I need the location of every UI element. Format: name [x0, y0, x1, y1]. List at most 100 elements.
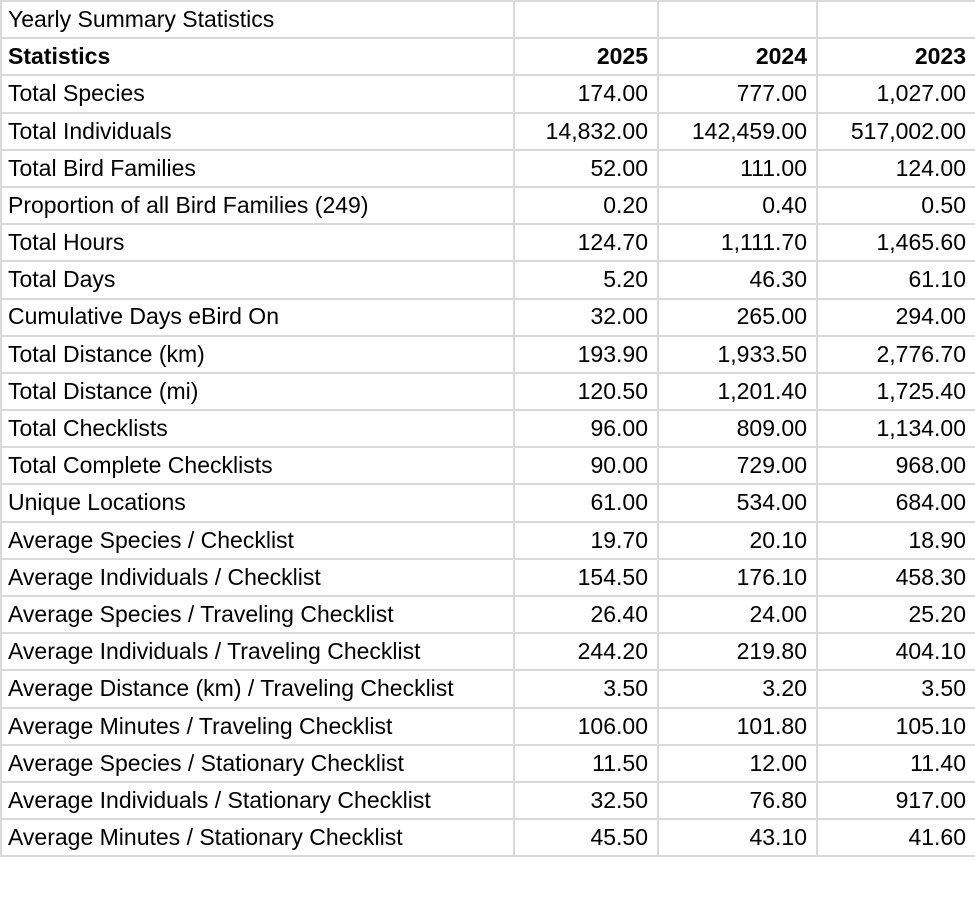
row-value-cell[interactable]: 684.00	[816, 483, 975, 523]
row-value-cell[interactable]: 43.10	[657, 818, 818, 858]
row-value-cell[interactable]: 120.50	[513, 371, 659, 412]
row-value-cell[interactable]: 32.50	[513, 780, 659, 821]
row-value-cell[interactable]: 193.90	[513, 334, 659, 374]
empty-cell[interactable]	[513, 0, 659, 40]
empty-cell[interactable]	[657, 0, 818, 40]
row-value-cell[interactable]: 26.40	[513, 594, 659, 635]
row-value-cell[interactable]: 18.90	[816, 520, 975, 560]
row-label-cell[interactable]: Total Distance (km)	[0, 334, 515, 374]
row-value-cell[interactable]: 14,832.00	[513, 111, 659, 151]
table-row: Average Species / Stationary Checklist 1…	[0, 743, 975, 783]
row-label-cell[interactable]: Average Distance (km) / Traveling Checkl…	[0, 669, 515, 709]
row-label-cell[interactable]: Average Species / Traveling Checklist	[0, 594, 515, 635]
row-label-cell[interactable]: Average Individuals / Checklist	[0, 557, 515, 598]
row-value-cell[interactable]: 3.20	[657, 669, 818, 709]
row-value-cell[interactable]: 124.70	[513, 223, 659, 263]
row-value-cell[interactable]: 12.00	[657, 743, 818, 783]
table-row: Average Minutes / Stationary Checklist 4…	[0, 818, 975, 858]
empty-cell[interactable]	[816, 0, 975, 40]
row-value-cell[interactable]: 265.00	[657, 297, 818, 337]
row-label-cell[interactable]: Average Individuals / Traveling Checklis…	[0, 632, 515, 672]
row-value-cell[interactable]: 809.00	[657, 409, 818, 449]
row-value-cell[interactable]: 917.00	[816, 780, 975, 821]
table-row: Total Species 174.00 777.00 1,027.00	[0, 74, 975, 114]
row-value-cell[interactable]: 0.50	[816, 185, 975, 226]
row-value-cell[interactable]: 32.00	[513, 297, 659, 337]
row-value-cell[interactable]: 2,776.70	[816, 334, 975, 374]
row-value-cell[interactable]: 729.00	[657, 446, 818, 486]
row-label-cell[interactable]: Average Species / Stationary Checklist	[0, 743, 515, 783]
row-value-cell[interactable]: 1,201.40	[657, 371, 818, 412]
row-value-cell[interactable]: 101.80	[657, 706, 818, 746]
row-label-cell[interactable]: Average Minutes / Traveling Checklist	[0, 706, 515, 746]
row-value-cell[interactable]: 154.50	[513, 557, 659, 598]
row-value-cell[interactable]: 52.00	[513, 148, 659, 188]
row-value-cell[interactable]: 1,933.50	[657, 334, 818, 374]
row-value-cell[interactable]: 219.80	[657, 632, 818, 672]
row-value-cell[interactable]: 1,134.00	[816, 409, 975, 449]
row-value-cell[interactable]: 1,111.70	[657, 223, 818, 263]
row-value-cell[interactable]: 45.50	[513, 818, 659, 858]
row-label-cell[interactable]: Total Individuals	[0, 111, 515, 151]
row-value-cell[interactable]: 0.40	[657, 185, 818, 226]
column-header-year-2[interactable]: 2024	[657, 37, 818, 77]
row-value-cell[interactable]: 76.80	[657, 780, 818, 821]
column-header-year-1[interactable]: 2025	[513, 37, 659, 77]
row-value-cell[interactable]: 20.10	[657, 520, 818, 560]
row-value-cell[interactable]: 777.00	[657, 74, 818, 114]
row-label-cell[interactable]: Average Species / Checklist	[0, 520, 515, 560]
row-value-cell[interactable]: 534.00	[657, 483, 818, 523]
row-label-cell[interactable]: Cumulative Days eBird On	[0, 297, 515, 337]
row-value-cell[interactable]: 25.20	[816, 594, 975, 635]
row-value-cell[interactable]: 174.00	[513, 74, 659, 114]
yearly-summary-table: Yearly Summary Statistics Statistics 202…	[0, 0, 975, 858]
row-value-cell[interactable]: 46.30	[657, 260, 818, 300]
row-label-cell[interactable]: Proportion of all Bird Families (249)	[0, 185, 515, 226]
row-value-cell[interactable]: 124.00	[816, 148, 975, 188]
row-value-cell[interactable]: 0.20	[513, 185, 659, 226]
row-value-cell[interactable]: 24.00	[657, 594, 818, 635]
row-value-cell[interactable]: 41.60	[816, 818, 975, 858]
row-value-cell[interactable]: 11.40	[816, 743, 975, 783]
row-label-cell[interactable]: Average Individuals / Stationary Checkli…	[0, 780, 515, 821]
row-value-cell[interactable]: 105.10	[816, 706, 975, 746]
row-value-cell[interactable]: 517,002.00	[816, 111, 975, 151]
row-value-cell[interactable]: 106.00	[513, 706, 659, 746]
row-label-cell[interactable]: Total Distance (mi)	[0, 371, 515, 412]
table-row: Unique Locations 61.00 534.00 684.00	[0, 483, 975, 523]
row-value-cell[interactable]: 1,465.60	[816, 223, 975, 263]
column-header-statistics[interactable]: Statistics	[0, 37, 515, 77]
column-header-year-3[interactable]: 2023	[816, 37, 975, 77]
row-value-cell[interactable]: 968.00	[816, 446, 975, 486]
row-value-cell[interactable]: 61.10	[816, 260, 975, 300]
row-value-cell[interactable]: 176.10	[657, 557, 818, 598]
row-label-cell[interactable]: Unique Locations	[0, 483, 515, 523]
row-value-cell[interactable]: 3.50	[513, 669, 659, 709]
row-label-cell[interactable]: Total Days	[0, 260, 515, 300]
table-title-cell[interactable]: Yearly Summary Statistics	[0, 0, 515, 40]
row-value-cell[interactable]: 404.10	[816, 632, 975, 672]
row-label-cell[interactable]: Average Minutes / Stationary Checklist	[0, 818, 515, 858]
row-label-cell[interactable]: Total Bird Families	[0, 148, 515, 188]
title-row: Yearly Summary Statistics	[0, 0, 975, 40]
row-value-cell[interactable]: 19.70	[513, 520, 659, 560]
row-value-cell[interactable]: 96.00	[513, 409, 659, 449]
row-label-cell[interactable]: Total Complete Checklists	[0, 446, 515, 486]
row-value-cell[interactable]: 142,459.00	[657, 111, 818, 151]
row-value-cell[interactable]: 11.50	[513, 743, 659, 783]
table-row: Cumulative Days eBird On 32.00 265.00 29…	[0, 297, 975, 337]
row-value-cell[interactable]: 111.00	[657, 148, 818, 188]
row-value-cell[interactable]: 458.30	[816, 557, 975, 598]
row-label-cell[interactable]: Total Species	[0, 74, 515, 114]
row-value-cell[interactable]: 1,725.40	[816, 371, 975, 412]
row-value-cell[interactable]: 1,027.00	[816, 74, 975, 114]
row-label-cell[interactable]: Total Checklists	[0, 409, 515, 449]
table-row: Average Distance (km) / Traveling Checkl…	[0, 669, 975, 709]
row-value-cell[interactable]: 90.00	[513, 446, 659, 486]
row-value-cell[interactable]: 5.20	[513, 260, 659, 300]
row-value-cell[interactable]: 3.50	[816, 669, 975, 709]
row-label-cell[interactable]: Total Hours	[0, 223, 515, 263]
row-value-cell[interactable]: 244.20	[513, 632, 659, 672]
row-value-cell[interactable]: 294.00	[816, 297, 975, 337]
row-value-cell[interactable]: 61.00	[513, 483, 659, 523]
